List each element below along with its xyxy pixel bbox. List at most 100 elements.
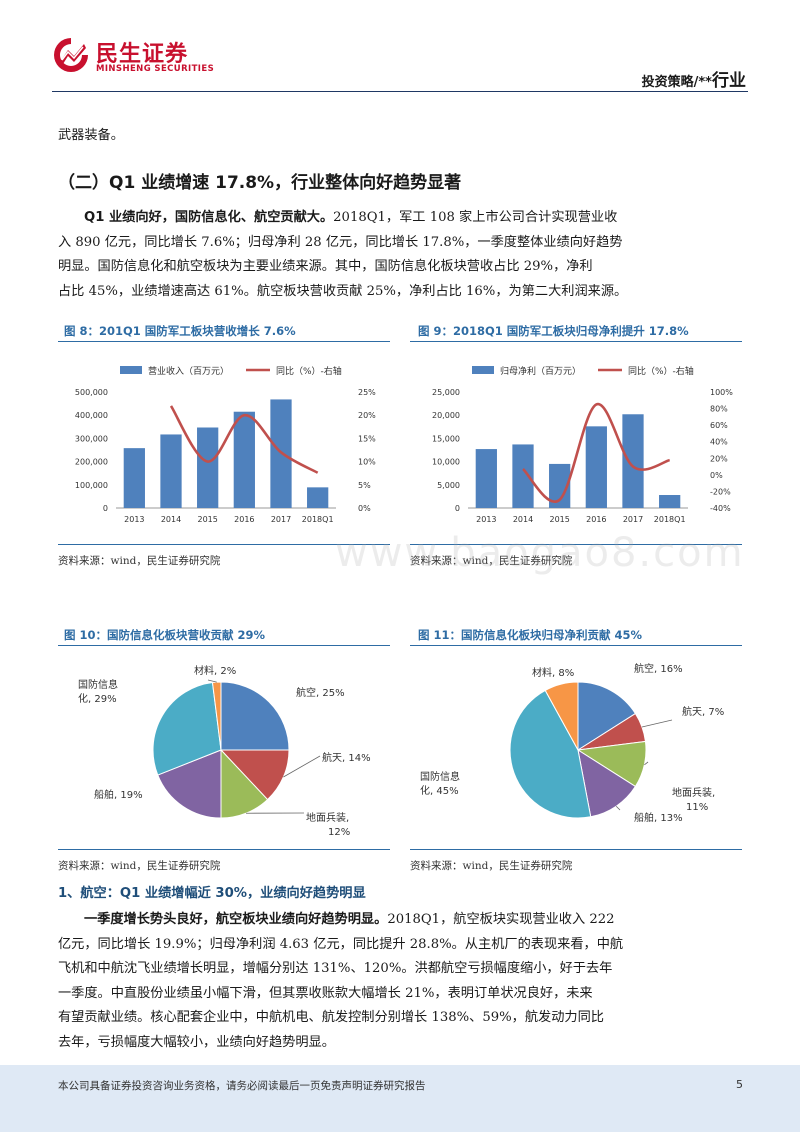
legend-bar-swatch	[120, 366, 142, 374]
y-tick-label: 400,000	[75, 411, 108, 420]
watermark: www.baogao8.com	[335, 530, 745, 576]
paragraph-2-line-4: 一季度。中直股份业绩虽小幅下滑，但其票收账款大幅增长 21%，表明订单状况良好，…	[58, 985, 593, 1001]
figure-9-source: 资料来源：wind，民生证券研究院	[410, 555, 573, 567]
pie-label: 航天, 14%	[322, 751, 371, 764]
footer-disclaimer: 本公司具备证券投资咨询业务资格，请务必阅读最后一页免责声明证券研究报告	[58, 1080, 426, 1092]
y-tick-label: 0	[455, 504, 460, 513]
pie-label: 材料, 8%	[532, 666, 574, 679]
pie-label: 地面兵装,	[672, 786, 715, 799]
legend-bar-swatch	[472, 366, 494, 374]
subsection-title: 1、航空：Q1 业绩增幅近 30%，业绩向好趋势明显	[58, 886, 366, 901]
y2-tick-label: -20%	[710, 487, 731, 496]
y-tick-label: 200,000	[75, 458, 108, 467]
x-tick-label: 2013	[476, 515, 496, 524]
y2-tick-label: 25%	[358, 388, 376, 397]
section-title: （二）Q1 业绩增速 17.8%，行业整体向好趋势显著	[58, 173, 462, 193]
bar	[622, 414, 644, 508]
logo-chinese-name: 民生证券	[96, 42, 189, 67]
report-category-prefix: 投资策略/**	[641, 75, 712, 90]
header-divider	[52, 91, 748, 92]
legend-bar-label: 营业收入（百万元）	[148, 365, 229, 377]
figure-11-chart: 航空, 16% 航天, 7% 地面兵装, 11%船舶, 13% 国防信息化, 45% 材料…	[420, 662, 724, 824]
pie-label: 航空, 25%	[296, 686, 345, 699]
pie-leader-line	[615, 805, 621, 811]
figure-11-source: 资料来源：wind，民生证券研究院	[410, 860, 573, 872]
y2-tick-label: 60%	[710, 421, 728, 430]
figure-8-source: 资料来源：wind，民生证券研究院	[58, 555, 221, 567]
figure-10-title-rule	[58, 645, 390, 646]
bar	[475, 449, 497, 508]
pie-label-line2: 化, 45%	[420, 784, 459, 797]
legend-line-label: 同比（%）-右轴	[628, 365, 694, 377]
y2-tick-label: 15%	[358, 434, 376, 443]
pie-label: 船舶, 13%	[634, 811, 683, 824]
bar	[549, 463, 571, 508]
y-tick-label: 5,000	[437, 481, 460, 490]
paragraph-2-lead: 一季度增长势头良好，航空板块业绩向好趋势明显。	[84, 912, 388, 927]
bar	[585, 426, 607, 508]
paragraph-2-line-1: 一季度增长势头良好，航空板块业绩向好趋势明显。2018Q1，航空板块实现营业收入…	[58, 908, 748, 933]
x-tick-label: 2018Q1	[302, 515, 334, 524]
y2-tick-label: 40%	[710, 438, 728, 447]
yoy-line	[522, 403, 671, 503]
x-tick-label: 2013	[124, 515, 144, 524]
y2-tick-label: 20%	[358, 411, 376, 420]
x-tick-label: 2014	[161, 515, 181, 524]
paragraph-1-line-2: 入 890 亿元，同比增长 7.6%；归母净利 28 亿元，同比增长 17.8%…	[58, 234, 623, 250]
pie-slice	[577, 748, 637, 818]
pie-label: 国防信息	[78, 678, 118, 691]
pie-label: 航空, 16%	[634, 662, 683, 675]
paragraph-1: Q1 业绩向好，国防信息化、航空贡献大。2018Q1，军工 108 家上市公司合…	[58, 206, 748, 304]
figure-8-title: 图 8：201Q1 国防军工板块营收增长 7.6%	[64, 324, 296, 338]
bar	[512, 444, 534, 508]
pie-label: 航天, 7%	[682, 705, 724, 718]
paragraph-1-line-3: 明显。国防信息化和航空板块为主要业绩来源。其中，国防信息化板块营收占比 29%，…	[58, 259, 593, 275]
bar	[307, 487, 329, 508]
figure-10-bottom-rule	[58, 849, 390, 850]
figure-8-title-rule	[58, 341, 390, 342]
y-tick-label: 500,000	[75, 388, 108, 397]
figure-9-chart: 归母净利（百万元） 同比（%）-右轴 0 5,000 10,000 15,000 20,00…	[432, 365, 733, 524]
yoy-line	[169, 405, 319, 474]
y2-tick-label: 100%	[710, 388, 733, 397]
figure-11-bottom-rule	[410, 849, 742, 850]
figure-8-chart: 营业收入（百万元） 同比（%）-右轴 0 100,000 200,000 300,000 4…	[75, 365, 376, 524]
paragraph-1-line-4: 占比 45%，业绩增速高达 61%。航空板块营收贡献 25%，净利占比 16%，…	[58, 283, 628, 299]
y-tick-label: 300,000	[75, 434, 108, 443]
y-tick-label: 25,000	[432, 388, 460, 397]
x-tick-label: 2017	[623, 515, 643, 524]
report-category-big: 行业	[712, 71, 746, 91]
x-tick-label: 2016	[234, 515, 254, 524]
paragraph-2-text: 2018Q1，航空板块实现营业收入 222	[387, 912, 615, 927]
paragraph-2-line-5: 有望贡献业绩。核心配套企业中，中航机电、航发控制分别增长 138%、59%，航发…	[58, 1010, 604, 1026]
bar	[659, 495, 681, 508]
page-number: 5	[736, 1078, 743, 1091]
figure-10-source: 资料来源：wind，民生证券研究院	[58, 860, 221, 872]
paragraph-2: 一季度增长势头良好，航空板块业绩向好趋势明显。2018Q1，航空板块实现营业收入…	[58, 908, 748, 1056]
logo-english-name: MINSHENG SECURITIES	[96, 64, 215, 74]
x-tick-label: 2014	[513, 515, 533, 524]
paragraph-1-text: 2018Q1，军工 108 家上市公司合计实现营业收	[333, 210, 618, 225]
y2-tick-label: -40%	[710, 504, 731, 513]
pie-slice	[152, 681, 222, 776]
pie-label-line2: 化, 29%	[78, 692, 117, 705]
pie-label: 地面兵装,	[306, 811, 349, 824]
y2-tick-label: 0%	[358, 504, 371, 513]
y2-tick-label: 10%	[358, 458, 376, 467]
x-tick-label: 2015	[549, 515, 569, 524]
pie-slice	[220, 681, 290, 751]
paragraph-2-line-6: 去年，亏损幅度大幅较小，业绩向好趋势明显。	[58, 1034, 335, 1050]
pie-slice	[157, 749, 222, 819]
figure-11-title-rule	[410, 645, 742, 646]
pie-slice	[577, 681, 637, 751]
legend-bar-label: 归母净利（百万元）	[500, 365, 581, 377]
x-tick-label: 2017	[271, 515, 291, 524]
pie-leader-line	[641, 719, 673, 728]
paragraph-2-line-2: 亿元，同比增长 19.9%；归母净利润 4.63 亿元，同比提升 28.8%。从…	[58, 936, 624, 952]
figure-8-bottom-rule	[58, 544, 390, 545]
x-tick-label: 2018Q1	[654, 515, 686, 524]
bar	[197, 427, 219, 508]
figure-10-chart: 航空, 25% 航天, 14% 地面兵装, 12% 船舶, 19% 国防信息化, 29% 材…	[78, 664, 371, 838]
pie-slice	[509, 689, 592, 819]
y-tick-label: 20,000	[432, 411, 460, 420]
